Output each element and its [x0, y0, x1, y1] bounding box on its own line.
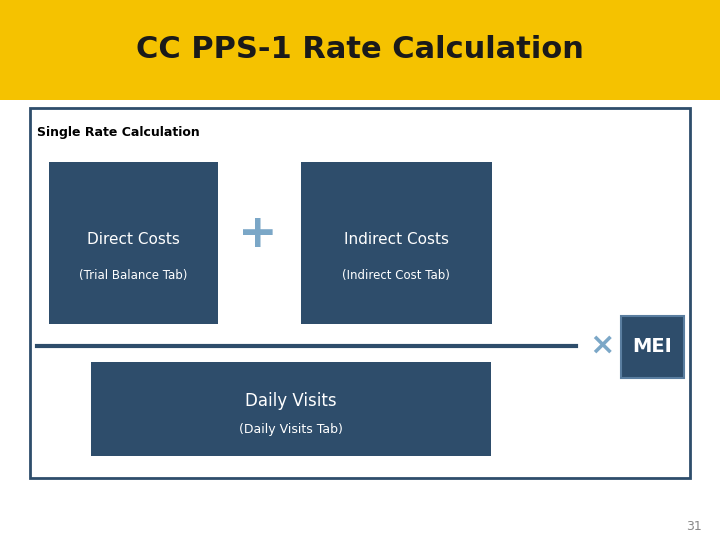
Text: Indirect Costs: Indirect Costs — [344, 232, 449, 247]
Text: 31: 31 — [686, 520, 702, 533]
FancyBboxPatch shape — [0, 0, 720, 100]
Text: Direct Costs: Direct Costs — [87, 232, 180, 247]
Text: Daily Visits: Daily Visits — [246, 393, 337, 410]
Text: Single Rate Calculation: Single Rate Calculation — [37, 126, 200, 139]
Text: ×: × — [589, 331, 615, 360]
FancyBboxPatch shape — [91, 362, 491, 456]
FancyBboxPatch shape — [49, 162, 218, 324]
Text: (Daily Visits Tab): (Daily Visits Tab) — [239, 423, 343, 436]
FancyBboxPatch shape — [30, 108, 690, 478]
Text: CC PPS-1 Rate Calculation: CC PPS-1 Rate Calculation — [136, 36, 584, 64]
Text: +: + — [238, 212, 278, 258]
FancyBboxPatch shape — [621, 316, 684, 378]
FancyBboxPatch shape — [301, 162, 492, 324]
Text: (Trial Balance Tab): (Trial Balance Tab) — [79, 269, 188, 282]
Text: MEI: MEI — [632, 338, 672, 356]
Text: (Indirect Cost Tab): (Indirect Cost Tab) — [343, 269, 450, 282]
